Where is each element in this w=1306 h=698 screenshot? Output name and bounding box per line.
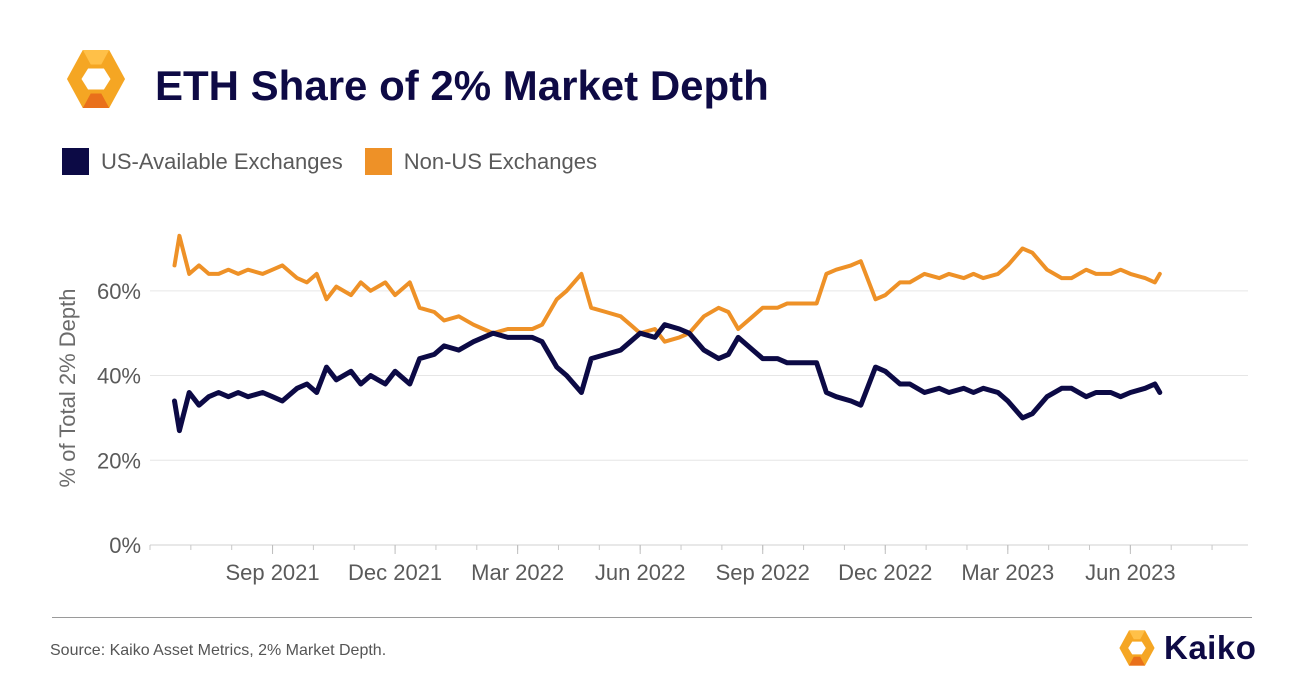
kaiko-logo-icon <box>66 49 126 109</box>
y-axis: 0% 20% 40% 60% <box>97 279 141 558</box>
x-tick-label: Jun 2022 <box>595 560 686 585</box>
gridlines <box>150 290 1248 461</box>
x-tick-label: Dec 2021 <box>348 560 442 585</box>
x-tick-label: Mar 2023 <box>961 560 1054 585</box>
x-tick-label: Sep 2022 <box>716 560 810 585</box>
source-note: Source: Kaiko Asset Metrics, 2% Market D… <box>50 642 387 659</box>
y-tick-label: 0% <box>109 533 141 558</box>
x-tick-label: Jun 2023 <box>1085 560 1176 585</box>
y-tick-label: 20% <box>97 448 141 473</box>
x-tick-label: Dec 2022 <box>838 560 932 585</box>
x-tick-label: Sep 2021 <box>225 560 319 585</box>
kaiko-logo-icon <box>1119 630 1155 666</box>
x-tick-label: Mar 2022 <box>471 560 564 585</box>
y-tick-label: 60% <box>97 279 141 304</box>
legend-item-non-us: Non-US Exchanges <box>364 148 597 175</box>
legend: US-Available Exchanges Non-US Exchanges <box>62 148 619 175</box>
series-lines <box>172 233 1163 434</box>
series-line-us-available <box>172 322 1163 434</box>
legend-label-non-us: Non-US Exchanges <box>403 148 597 174</box>
legend-swatch-non-us <box>364 148 392 175</box>
x-axis: Sep 2021 Dec 2021 Mar 2022 Jun 2022 Sep 2022… <box>149 544 1248 585</box>
legend-item-us: US-Available Exchanges <box>62 148 343 175</box>
y-axis-label: % of Total 2% Depth <box>55 289 80 488</box>
footer-divider <box>52 617 1252 618</box>
series-line-non-us <box>172 233 1162 344</box>
legend-label-us: US-Available Exchanges <box>101 148 343 174</box>
y-tick-label: 40% <box>97 364 141 389</box>
brand-name: Kaiko <box>1164 629 1257 666</box>
legend-swatch-us <box>62 148 89 175</box>
chart-title: ETH Share of 2% Market Depth <box>155 62 769 109</box>
brand: Kaiko <box>1116 628 1256 668</box>
